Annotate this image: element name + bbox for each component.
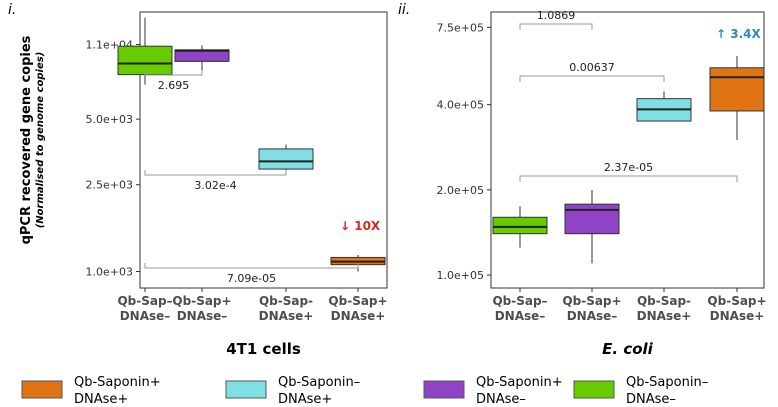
legend-swatch [573, 380, 615, 399]
legend-swatch [21, 380, 63, 399]
y-tick-label: 5.0e+03 [86, 113, 133, 126]
legend-swatch [423, 380, 465, 399]
x-tick-label: Qb-Sap- [259, 294, 313, 308]
y-tick-label: 2.5e+03 [86, 179, 133, 192]
x-tick-label: Qb-Sap+ [707, 294, 766, 308]
x-tick-label: DNAse+ [637, 309, 692, 323]
legend-label: DNAse+ [278, 392, 332, 407]
comparison-bracket [519, 75, 665, 82]
p-value-label: 3.02e-4 [194, 179, 236, 192]
legend-label: DNAse– [626, 392, 676, 407]
panel-label: ii. [398, 2, 410, 18]
y-tick-label: 2.0e+05 [437, 184, 484, 197]
plot-border [139, 11, 388, 289]
comparison-bracket [519, 23, 593, 30]
comparison-bracket [144, 70, 203, 76]
y-tick-label: 1.0e+03 [86, 265, 133, 278]
x-tick-label: DNAse+ [331, 309, 386, 323]
y-axis-subtitle: (Normalised to genome copies) [35, 52, 46, 229]
plot-border [490, 11, 765, 289]
x-tick-label: DNAse– [177, 309, 228, 323]
x-tick-label: Qb-Sap- [637, 294, 691, 308]
legend-label: Qb-Saponin+ [74, 375, 161, 390]
box [258, 148, 314, 170]
x-axis-title: 4T1 cells [226, 340, 301, 358]
p-value-label: 2.695 [158, 79, 190, 92]
box [492, 216, 548, 235]
x-tick-label: Qb-Sap+ [172, 294, 231, 308]
box [117, 45, 173, 76]
panel-e-coli: ii.7.5e+054.0e+052.0e+051.0e+05Qb-Sap–DN… [398, 2, 767, 358]
x-tick-label: Qb-Sap+ [562, 294, 621, 308]
x-tick-label: DNAse– [120, 309, 171, 323]
p-value-label: 2.37e-05 [604, 161, 653, 174]
comparison-bracket [144, 263, 359, 269]
box [564, 203, 620, 235]
y-tick-label: 7.5e+05 [437, 21, 484, 34]
p-value-label: 1.0869 [537, 9, 576, 22]
comparison-bracket [144, 170, 287, 176]
fold-change-annotation: ↓ 10X [340, 219, 381, 233]
p-value-label: 7.09e-05 [227, 272, 276, 285]
x-tick-label: DNAse– [495, 309, 546, 323]
x-tick-label: Qb-Sap– [492, 294, 547, 308]
legend-label: Qb-Saponin– [278, 375, 360, 390]
y-axis-title: qPCR recovered gene copies [19, 35, 34, 244]
legend-swatch [225, 380, 267, 399]
x-tick-label: DNAse– [567, 309, 618, 323]
x-tick-label: DNAse+ [259, 309, 314, 323]
x-tick-label: DNAse+ [710, 309, 765, 323]
fold-change-annotation: ↑ 3.4X [716, 27, 761, 41]
legend-label: DNAse+ [74, 392, 128, 407]
y-tick-label: 1.0e+05 [437, 269, 484, 282]
panel-label: i. [8, 2, 16, 18]
legend-label: DNAse– [476, 392, 526, 407]
p-value-label: 0.00637 [569, 61, 615, 74]
y-tick-label: 4.0e+05 [437, 99, 484, 112]
box [709, 67, 765, 112]
x-axis-title: E. coli [602, 340, 654, 358]
legend-label: Qb-Saponin+ [476, 375, 563, 390]
legend: Qb-Saponin+ DNAse+ Qb-Saponin– DNAse+ Qb-Sap… [21, 375, 708, 407]
comparison-bracket [519, 175, 738, 182]
x-tick-label: Qb-Sap+ [328, 294, 387, 308]
legend-label: Qb-Saponin– [626, 375, 708, 390]
panel-4t1-cells: i.1.1e+045.0e+032.5e+031.0e+03Qb-Sap–DNA… [8, 2, 388, 358]
x-tick-label: Qb-Sap– [117, 294, 172, 308]
